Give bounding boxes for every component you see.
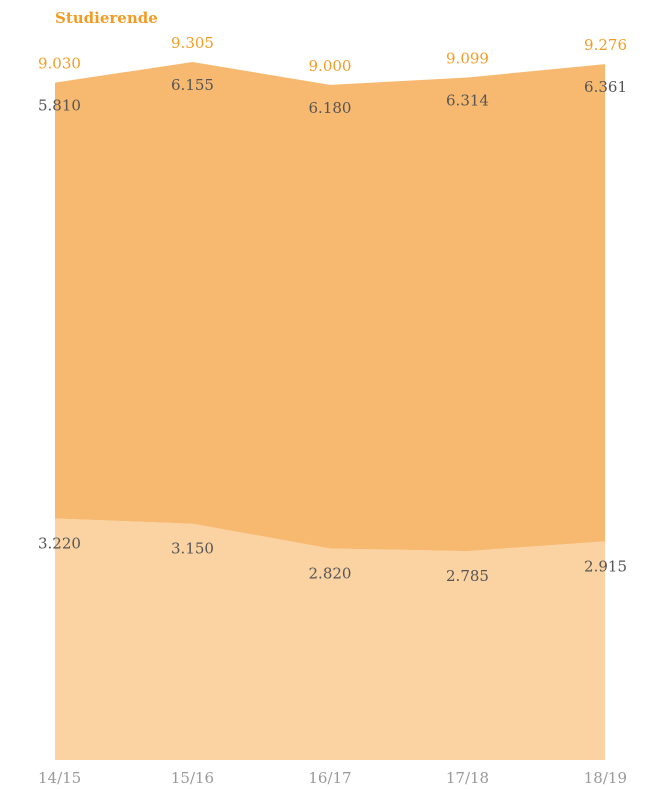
- x-tick-label: 16/17: [308, 769, 351, 787]
- data-label-lower: 2.785: [446, 567, 489, 585]
- chart-title: Studierende: [55, 9, 158, 27]
- data-label-upper: 5.810: [38, 97, 81, 115]
- x-tick-label: 14/15: [38, 769, 81, 787]
- data-label-upper: 6.361: [584, 78, 627, 96]
- data-label-lower: 2.820: [309, 564, 352, 582]
- data-label-upper: 6.314: [446, 91, 489, 109]
- total-label: 9.305: [171, 34, 214, 52]
- x-tick-label: 15/16: [171, 769, 214, 787]
- labels: 9.030 5.810 3.220 9.305 6.155 3.150 9.000 6.180…: [38, 34, 627, 585]
- x-axis-ticks: 14/15 15/16 16/17 17/18 18/19: [38, 769, 627, 787]
- data-label-lower: 2.915: [584, 557, 627, 575]
- area-lower: [55, 518, 605, 760]
- total-label: 9.099: [446, 49, 489, 67]
- data-label-lower: 3.220: [38, 534, 81, 552]
- area-upper: [55, 62, 605, 552]
- x-tick-label: 17/18: [446, 769, 489, 787]
- x-tick-label: 18/19: [584, 769, 627, 787]
- total-label: 9.000: [309, 57, 352, 75]
- areas: [55, 62, 605, 760]
- data-label-upper: 6.180: [309, 99, 352, 117]
- data-label-lower: 3.150: [171, 540, 214, 558]
- total-label: 9.276: [584, 36, 627, 54]
- total-label: 9.030: [38, 55, 81, 73]
- data-label-upper: 6.155: [171, 76, 214, 94]
